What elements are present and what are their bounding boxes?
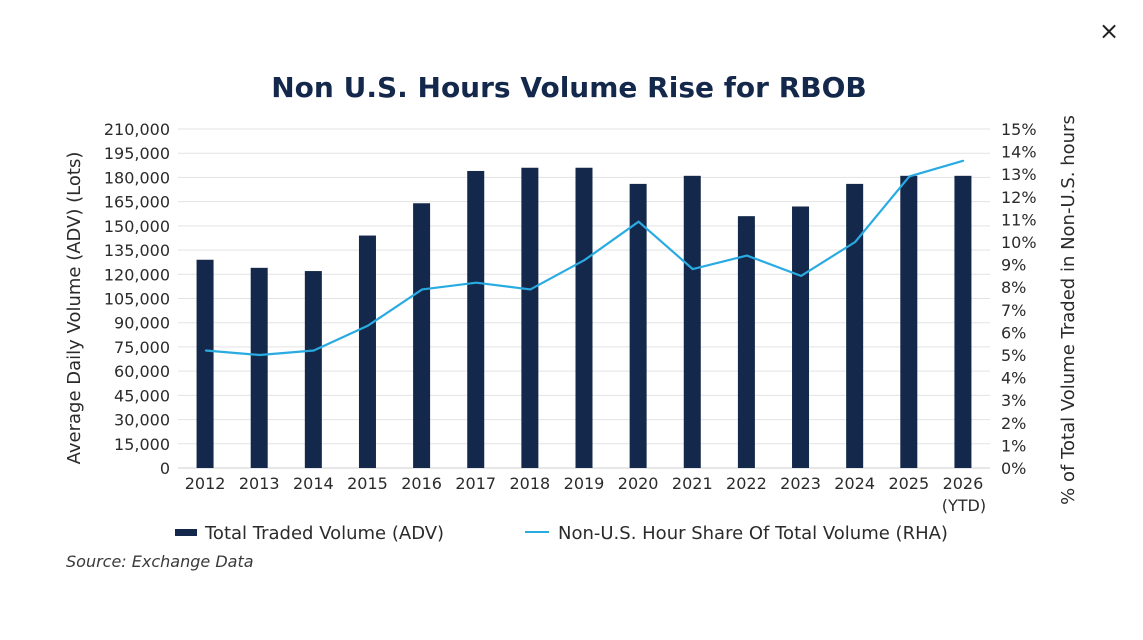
bar-2022 bbox=[737, 216, 755, 468]
bar-2012 bbox=[196, 259, 214, 468]
line-point-2021 bbox=[691, 268, 694, 270]
bar-2015 bbox=[358, 235, 376, 468]
y2-tick-label: 12% bbox=[1001, 188, 1037, 207]
y-tick-label: 165,000 bbox=[104, 193, 170, 212]
y-tick-label: 0 bbox=[160, 459, 170, 478]
y2-tick-label: 8% bbox=[1001, 278, 1026, 297]
y2-tick-label: 1% bbox=[1001, 436, 1026, 455]
y2-tick-label: 15% bbox=[1001, 120, 1037, 139]
line-point-2015 bbox=[367, 324, 369, 327]
line-point-2013 bbox=[258, 354, 261, 356]
bar-2014 bbox=[304, 271, 322, 468]
bar-series bbox=[196, 167, 972, 469]
x-tick-label: 2025 bbox=[888, 474, 929, 493]
line-point-2020 bbox=[637, 220, 640, 223]
y-tick-label: 105,000 bbox=[104, 290, 170, 309]
x-tick-sublabel: (YTD) bbox=[942, 496, 986, 515]
line-point-2019 bbox=[583, 259, 586, 261]
line-point-2026 bbox=[962, 159, 965, 162]
bar-2025 bbox=[900, 175, 918, 469]
x-tick-label: 2016 bbox=[401, 474, 442, 493]
y2-tick-label: 11% bbox=[1001, 210, 1037, 229]
x-tick-label: 2020 bbox=[618, 474, 659, 493]
y-tick-label: 180,000 bbox=[104, 168, 170, 187]
y-tick-label: 135,000 bbox=[104, 241, 170, 260]
x-tick-label: 2017 bbox=[455, 474, 496, 493]
y2-axis-label: % of Total Volume Traded in Non-U.S. hou… bbox=[1058, 115, 1079, 505]
y2-tick-label: 4% bbox=[1001, 369, 1026, 388]
x-tick-label: 2021 bbox=[672, 474, 713, 493]
x-tick-label: 2018 bbox=[510, 474, 551, 493]
line-series bbox=[204, 159, 965, 357]
legend-line-label: Non-U.S. Hour Share Of Total Volume (RHA… bbox=[558, 523, 948, 544]
bar-2017 bbox=[467, 170, 485, 468]
y2-tick-label: 0% bbox=[1001, 459, 1026, 478]
source-note: Source: Exchange Data bbox=[66, 552, 254, 571]
line-point-2024 bbox=[854, 241, 856, 243]
y2-axis-ticks: 0% 1% 2% 3% 4% 5% 6% 7% 8% 9% 10% 11% 12% 13% 14% 15% bbox=[1001, 120, 1037, 478]
y2-tick-label: 3% bbox=[1001, 391, 1026, 410]
y2-tick-label: 6% bbox=[1001, 323, 1026, 342]
y-tick-label: 210,000 bbox=[104, 120, 170, 139]
y-tick-label: 60,000 bbox=[114, 362, 170, 381]
line-point-2023 bbox=[800, 275, 802, 277]
line-point-2018 bbox=[529, 288, 532, 291]
y-axis-label: Average Daily Volume (ADV) (Lots) bbox=[64, 152, 85, 465]
bar-2020 bbox=[629, 183, 647, 468]
bar-2023 bbox=[792, 206, 810, 468]
close-icon[interactable]: × bbox=[1098, 17, 1120, 45]
x-tick-label: 2019 bbox=[564, 474, 605, 493]
y-tick-label: 90,000 bbox=[114, 314, 170, 333]
x-tick-label: 2013 bbox=[239, 474, 280, 493]
y-tick-label: 75,000 bbox=[114, 338, 170, 357]
line-point-2016 bbox=[421, 288, 423, 291]
y-tick-label: 120,000 bbox=[104, 265, 170, 284]
x-tick-label: 2023 bbox=[780, 474, 821, 493]
x-tick-label: 2015 bbox=[347, 474, 388, 493]
y-tick-label: 15,000 bbox=[114, 435, 170, 454]
x-tick-label: 2024 bbox=[834, 474, 875, 493]
bar-2024 bbox=[846, 183, 864, 468]
x-tick-label: 2012 bbox=[185, 474, 226, 493]
legend-bar-swatch bbox=[175, 529, 197, 536]
line-point-2012 bbox=[204, 349, 207, 352]
y2-tick-label: 10% bbox=[1001, 233, 1037, 252]
y2-tick-label: 13% bbox=[1001, 165, 1037, 184]
y2-tick-label: 9% bbox=[1001, 256, 1026, 275]
bar-2026 bbox=[954, 175, 972, 469]
bar-2021 bbox=[683, 175, 701, 469]
chart-title: Non U.S. Hours Volume Rise for RBOB bbox=[271, 71, 867, 104]
bar-2013 bbox=[250, 267, 268, 468]
y2-tick-label: 5% bbox=[1001, 346, 1026, 365]
x-tick-label: 2014 bbox=[293, 474, 334, 493]
y-tick-label: 45,000 bbox=[114, 386, 170, 405]
x-tick-label: 2022 bbox=[726, 474, 767, 493]
y2-tick-label: 14% bbox=[1001, 143, 1037, 162]
legend-bar-label: Total Traded Volume (ADV) bbox=[204, 523, 444, 544]
x-axis-ticks: 2012 2013 2014 2015 2016 2017 2018 2019 2020 2021… bbox=[185, 474, 986, 515]
line-point-2022 bbox=[746, 254, 748, 257]
legend: Total Traded Volume (ADV) Non-U.S. Hour … bbox=[175, 523, 948, 544]
y-axis-ticks: 0 15,000 30,000 45,000 60,000 75,000 90,000 105… bbox=[104, 120, 170, 478]
bar-2018 bbox=[521, 167, 539, 468]
y2-tick-label: 2% bbox=[1001, 414, 1026, 433]
bar-2019 bbox=[575, 167, 593, 468]
bar-2016 bbox=[413, 203, 431, 468]
y2-tick-label: 7% bbox=[1001, 301, 1026, 320]
y-tick-label: 30,000 bbox=[114, 411, 170, 430]
x-tick-label: 2026 bbox=[943, 474, 984, 493]
line-point-2017 bbox=[475, 281, 478, 284]
y-tick-label: 150,000 bbox=[104, 217, 170, 236]
line-point-2025 bbox=[908, 175, 911, 178]
y-tick-label: 195,000 bbox=[104, 144, 170, 163]
line-point-2014 bbox=[313, 349, 315, 352]
